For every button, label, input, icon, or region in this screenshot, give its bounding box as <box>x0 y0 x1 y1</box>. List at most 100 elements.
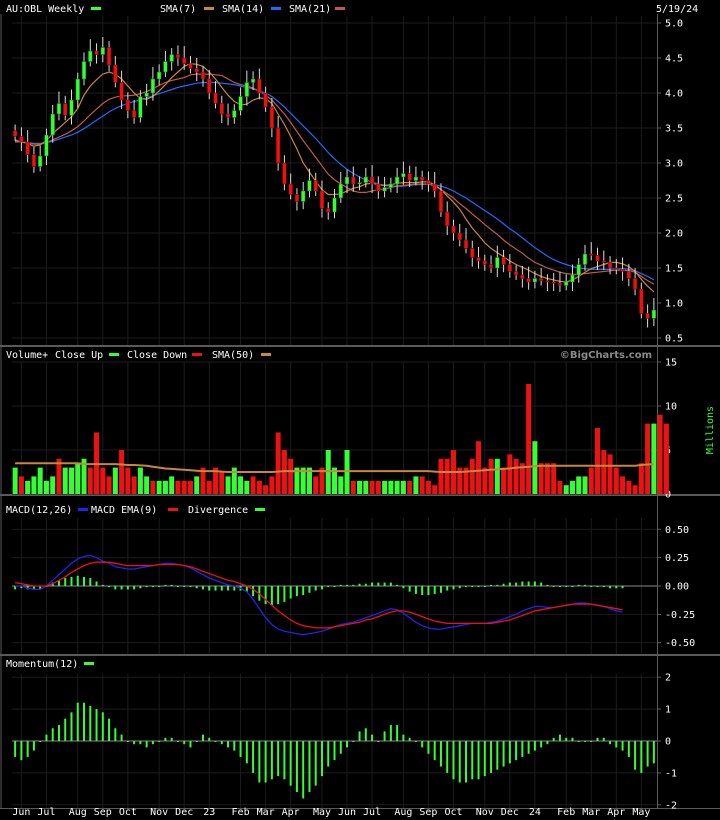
volume-bar <box>663 423 669 494</box>
candle-body <box>257 78 262 94</box>
momentum-bar <box>458 741 461 783</box>
momentum-bar <box>289 741 292 786</box>
macd-divergence-bar <box>339 584 342 586</box>
candle-body <box>363 176 368 183</box>
momentum-bar <box>252 741 255 773</box>
momentum-bar <box>377 741 380 742</box>
macd-tick-label: 0.50 <box>665 525 689 536</box>
momentum-bar <box>64 718 67 741</box>
volume-bar <box>75 463 81 494</box>
price-tick-label: 2.5 <box>665 194 683 205</box>
volume-bar <box>463 467 469 494</box>
macd-divergence-bar <box>583 584 586 586</box>
macd-divergence-bar <box>108 586 111 588</box>
volume-bar <box>538 463 544 494</box>
macd-divergence-bar <box>383 582 386 586</box>
macd-divergence-bar <box>546 584 549 586</box>
macd-divergence-bar <box>57 580 60 586</box>
volume-bar <box>68 467 74 494</box>
macd-divergence-bar <box>533 581 536 586</box>
momentum-bar <box>521 741 524 757</box>
momentum-bar <box>583 741 586 742</box>
macd-divergence-bar <box>465 586 468 588</box>
volume-tick-label: 15 <box>665 358 677 369</box>
divergence-legend-swatch <box>255 508 265 511</box>
volume-bar <box>413 476 419 494</box>
price-chart-title: AU:OBL Weekly <box>6 4 84 15</box>
momentum-bar <box>402 734 405 741</box>
x-axis-label: Dec <box>501 807 519 818</box>
chart-date-label: 5/19/24 <box>656 4 698 15</box>
close-down-legend-swatch <box>192 353 202 356</box>
volume-bar <box>275 432 281 494</box>
candle-body <box>420 176 425 181</box>
candle-body <box>169 54 174 62</box>
momentum-bar <box>176 741 179 742</box>
volume-bar <box>225 476 231 494</box>
macd-panel-title: MACD(12,26) <box>6 505 72 516</box>
macd-tick-label: -0.25 <box>665 610 695 621</box>
sma14-legend-label: SMA(14) <box>222 4 264 15</box>
momentum-bar <box>120 734 123 741</box>
macd-divergence-bar <box>496 584 499 586</box>
candle-body <box>388 183 393 188</box>
volume-axis-label-millions: Millions <box>705 406 716 454</box>
candle-body <box>94 50 99 55</box>
macd-divergence-bar <box>20 586 23 589</box>
volume-bar <box>187 480 193 494</box>
momentum-bar <box>302 741 305 799</box>
volume-bar <box>162 480 168 494</box>
macd-divergence-bar <box>352 584 355 586</box>
x-axis-label: Jul <box>37 807 55 818</box>
momentum-bar <box>427 741 430 754</box>
volume-bar <box>181 480 187 494</box>
macd-divergence-bar <box>602 586 605 588</box>
momentum-bar <box>577 741 580 742</box>
volume-bar <box>488 458 494 494</box>
volume-bar <box>175 480 181 494</box>
x-axis-label: Apr <box>282 807 300 818</box>
price-title-swatch <box>91 7 101 10</box>
macd-divergence-bar <box>314 586 317 591</box>
momentum-bar <box>408 737 411 741</box>
volume-bar <box>269 476 275 494</box>
candle-body <box>507 264 512 272</box>
price-tick-label: 0.5 <box>665 334 683 345</box>
volume-bar <box>569 480 575 494</box>
x-axis-label: Feb <box>557 807 575 818</box>
volume-bar <box>407 480 413 494</box>
macd-divergence-bar <box>609 586 612 589</box>
macd-divergence-bar <box>164 584 167 586</box>
macd-divergence-bar <box>490 584 493 586</box>
macd-divergence-bar <box>14 586 17 590</box>
sma7-line <box>14 62 655 293</box>
candle-body <box>570 274 575 283</box>
candle-body <box>319 190 325 209</box>
candle-body <box>13 130 18 137</box>
momentum-bar <box>527 741 530 754</box>
candle-body <box>382 187 387 192</box>
momentum-bar <box>89 705 92 741</box>
candle-body <box>351 176 356 185</box>
volume-bar <box>37 467 43 494</box>
x-axis-label: 23 <box>203 807 215 818</box>
volume-bar <box>419 476 425 494</box>
volume-bar <box>557 480 563 494</box>
macd-tick-label: 0.25 <box>665 553 689 564</box>
macd-divergence-bar <box>139 586 142 589</box>
momentum-bar <box>108 718 111 741</box>
volume-bar <box>319 467 325 494</box>
volume-bar <box>106 476 112 494</box>
close-up-legend-swatch <box>109 353 119 356</box>
volume-bar <box>131 476 137 494</box>
macd-divergence-bar <box>76 575 79 586</box>
candle-body <box>207 78 212 94</box>
volume-bar <box>206 480 212 494</box>
x-axis-label: Sep <box>94 807 112 818</box>
momentum-bar <box>51 728 54 741</box>
momentum-bar <box>371 734 374 741</box>
momentum-bar <box>327 741 330 767</box>
volume-tick-label: 0 <box>665 490 671 501</box>
macd-divergence-bar <box>327 586 330 588</box>
momentum-bar <box>151 741 154 745</box>
